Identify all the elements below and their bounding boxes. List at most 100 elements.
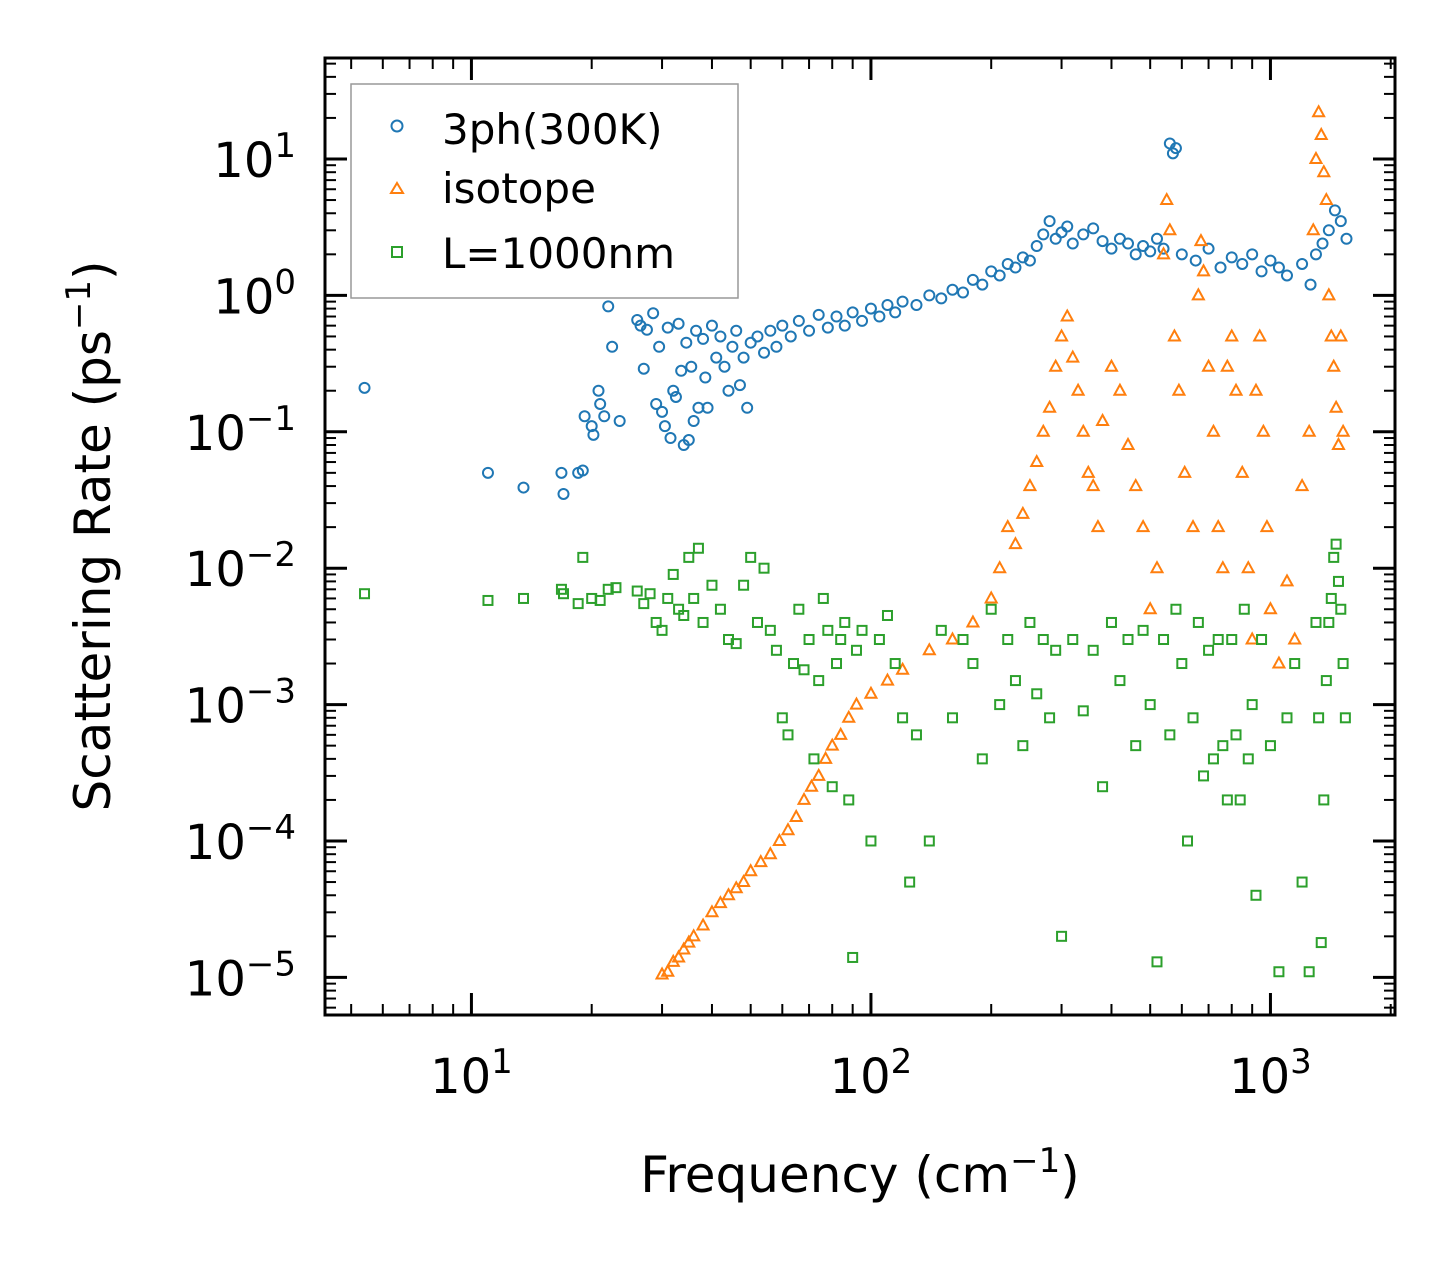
data-point xyxy=(654,966,670,980)
data-point xyxy=(631,585,643,597)
data-point xyxy=(1090,519,1106,533)
data-point xyxy=(745,551,757,563)
data-point xyxy=(721,887,736,901)
data-point xyxy=(705,319,718,332)
data-point xyxy=(482,594,494,606)
data-point xyxy=(770,644,782,656)
data-point xyxy=(704,904,720,918)
data-point xyxy=(865,835,877,847)
data-point xyxy=(678,609,690,621)
data-point xyxy=(686,928,701,942)
series-2 xyxy=(359,538,1351,978)
data-point xyxy=(1326,358,1341,372)
data-point xyxy=(1144,245,1157,258)
data-point xyxy=(1162,222,1178,236)
data-point xyxy=(856,314,869,327)
data-point xyxy=(984,590,999,604)
legend-marker-circle xyxy=(390,119,404,133)
data-point xyxy=(1264,740,1276,752)
data-point xyxy=(889,306,902,319)
data-point xyxy=(1122,237,1135,250)
data-point xyxy=(763,846,778,860)
data-point xyxy=(664,432,677,445)
data-point xyxy=(873,310,886,323)
data-point xyxy=(1313,712,1325,724)
data-point xyxy=(881,299,894,312)
data-point xyxy=(1169,142,1182,155)
data-point xyxy=(606,340,619,353)
data-point xyxy=(726,340,739,353)
plot-area xyxy=(358,104,1353,980)
data-point xyxy=(1077,228,1090,241)
data-point xyxy=(714,603,726,615)
data-point xyxy=(555,466,568,479)
data-point xyxy=(592,384,605,397)
data-point xyxy=(1009,261,1022,274)
data-point xyxy=(1252,328,1267,342)
plot-frame xyxy=(323,56,1397,1017)
data-point xyxy=(1171,382,1187,396)
data-point xyxy=(993,269,1006,282)
data-point xyxy=(817,592,829,604)
data-point xyxy=(1335,423,1351,437)
data-point xyxy=(638,598,650,610)
data-point xyxy=(1015,505,1031,519)
data-point xyxy=(831,658,843,670)
data-point xyxy=(838,319,851,332)
data-point xyxy=(1175,248,1188,261)
data-point xyxy=(1311,104,1326,118)
data-point xyxy=(1087,644,1099,656)
data-point xyxy=(1066,237,1079,250)
legend-label-boundary: L=1000nm xyxy=(442,229,675,278)
data-point xyxy=(729,880,744,894)
data-point xyxy=(1196,263,1211,277)
data-point xyxy=(1193,233,1209,247)
data-point xyxy=(770,340,783,353)
data-point xyxy=(710,351,723,364)
legend-marker-triangle xyxy=(389,181,405,194)
data-point xyxy=(1167,328,1182,342)
data-point xyxy=(650,397,663,410)
data-point xyxy=(585,420,598,433)
data-point xyxy=(1009,675,1021,687)
y-tick-label: 10−2 xyxy=(185,535,296,598)
data-point xyxy=(722,384,735,397)
data-point xyxy=(1037,228,1050,241)
data-point xyxy=(764,624,776,636)
data-point xyxy=(841,709,856,723)
data-point xyxy=(576,464,589,477)
data-point xyxy=(1031,688,1043,700)
data-point xyxy=(359,588,371,600)
data-point xyxy=(896,295,909,308)
data-point xyxy=(1248,382,1264,396)
data-point xyxy=(358,381,371,394)
data-point xyxy=(910,729,922,741)
data-point xyxy=(826,781,838,793)
y-tick-labels: 101 100 10−1 10−2 10−3 10−4 10−5 xyxy=(185,126,296,1007)
data-point xyxy=(965,614,981,628)
y-tick-label: 100 xyxy=(213,262,296,325)
data-point xyxy=(1273,966,1285,978)
data-point xyxy=(1225,251,1238,264)
data-point xyxy=(718,360,731,373)
data-point xyxy=(985,603,997,615)
data-point xyxy=(994,699,1006,711)
data-point xyxy=(1235,464,1250,478)
data-point xyxy=(1250,889,1262,901)
data-point xyxy=(1122,634,1134,646)
data-point xyxy=(714,330,727,343)
data-point xyxy=(1029,453,1044,468)
data-point xyxy=(594,594,606,606)
data-point xyxy=(923,289,936,302)
data-point xyxy=(1130,740,1142,752)
data-point xyxy=(772,832,787,846)
data-point xyxy=(667,568,679,580)
data-point xyxy=(1215,560,1231,574)
data-point xyxy=(587,428,600,441)
data-point xyxy=(1234,794,1246,806)
x-tick-label: 102 xyxy=(830,1042,913,1105)
data-point xyxy=(669,390,682,403)
data-point xyxy=(1157,242,1170,255)
data-point xyxy=(1049,232,1062,245)
legend: 3ph(300K) isotope L=1000nm xyxy=(350,83,739,299)
